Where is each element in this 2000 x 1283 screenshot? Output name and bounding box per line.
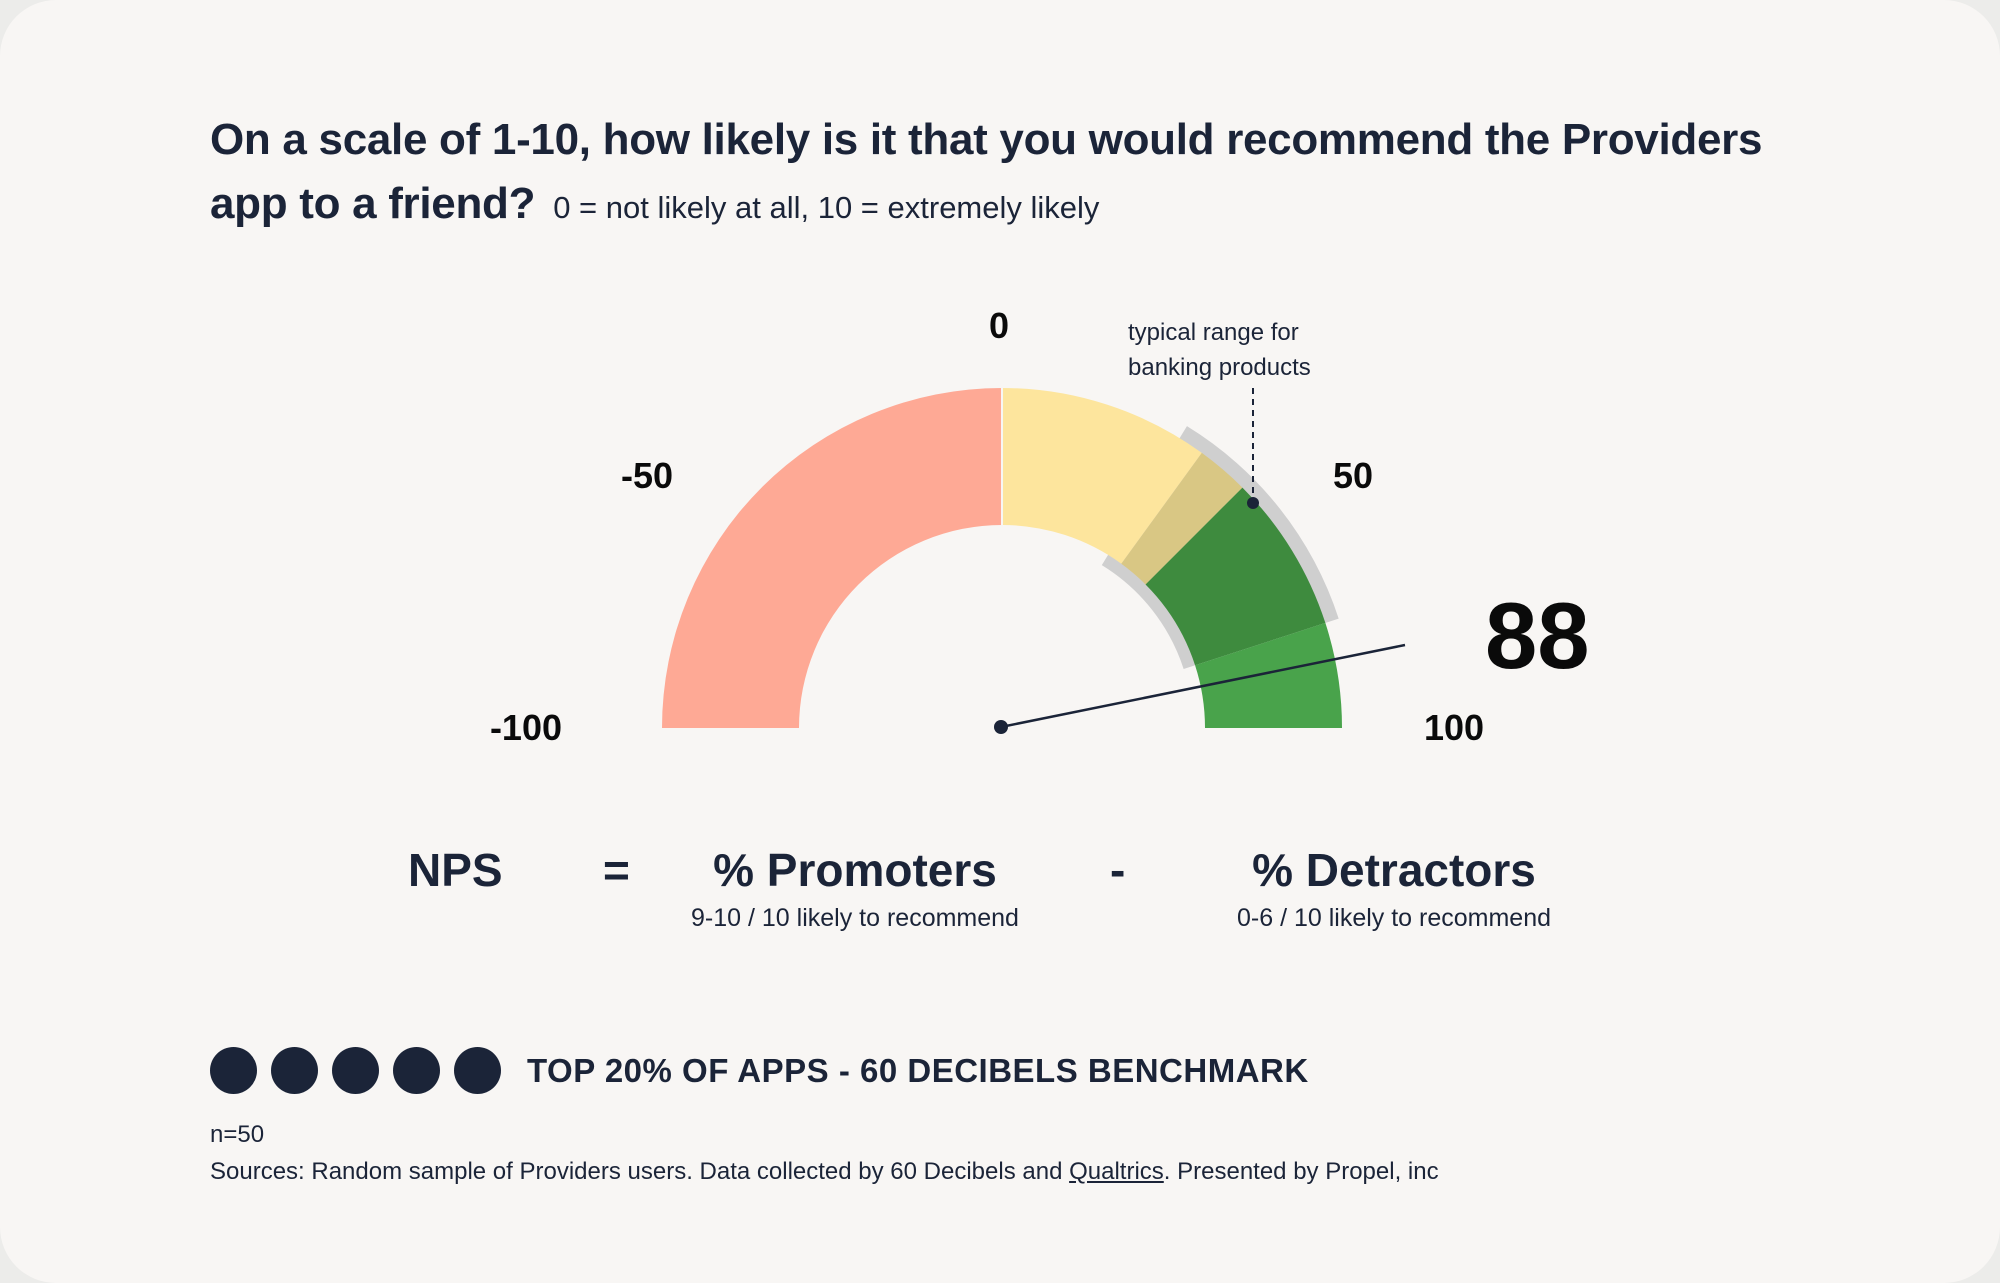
annotation-text: typical range for	[1128, 319, 1299, 346]
rating-dot	[271, 1047, 318, 1094]
gauge-band-5	[1195, 622, 1342, 728]
benchmark-label: TOP 20% OF APPS - 60 DECIBELS BENCHMARK	[527, 1052, 1309, 1089]
rating-dot	[210, 1047, 257, 1094]
tick-label: -100	[490, 707, 562, 748]
sample-size: n=50	[210, 1121, 265, 1148]
sources-note: Sources: Random sample of Providers user…	[210, 1158, 1439, 1186]
typical-range-annotation: typical range for banking products	[1128, 319, 1311, 509]
sources-suffix: . Presented by Propel, inc	[1163, 1158, 1439, 1185]
tick-label: 100	[1424, 707, 1484, 748]
chart-title: On a scale of 1-10, how likely is it tha…	[210, 108, 1770, 240]
nps-value-label: 88	[1485, 583, 1590, 688]
tick-label: 0	[989, 305, 1009, 346]
annotation-text: banking products	[1128, 354, 1311, 381]
question-text: On a scale of 1-10, how likely is it tha…	[210, 115, 1763, 228]
gauge-needle	[994, 643, 1406, 734]
tick-label: 50	[1333, 455, 1373, 496]
annotation-marker	[1247, 497, 1259, 509]
rating-dots	[210, 1047, 501, 1094]
scale-note: 0 = not likely at all, 10 = extremely li…	[553, 190, 1100, 225]
needle-line	[1000, 643, 1406, 729]
rating-dot	[454, 1047, 501, 1094]
qualtrics-link[interactable]: Qualtrics	[1069, 1158, 1164, 1185]
gauge-band-4	[1145, 487, 1326, 666]
gauge-tick-labels: -100 -50 0 50 100	[490, 305, 1484, 748]
gauge-bands	[662, 388, 1342, 728]
rating-dot	[393, 1047, 440, 1094]
sources-text: Sources: Random sample of Providers user…	[210, 1158, 1070, 1185]
tick-label: -50	[621, 455, 673, 496]
needle-hub	[994, 720, 1008, 734]
gauge-band-2	[1002, 388, 1202, 564]
gauge-band-3	[1121, 452, 1243, 585]
gauge-band-1	[662, 388, 1002, 728]
rating-dot	[332, 1047, 379, 1094]
